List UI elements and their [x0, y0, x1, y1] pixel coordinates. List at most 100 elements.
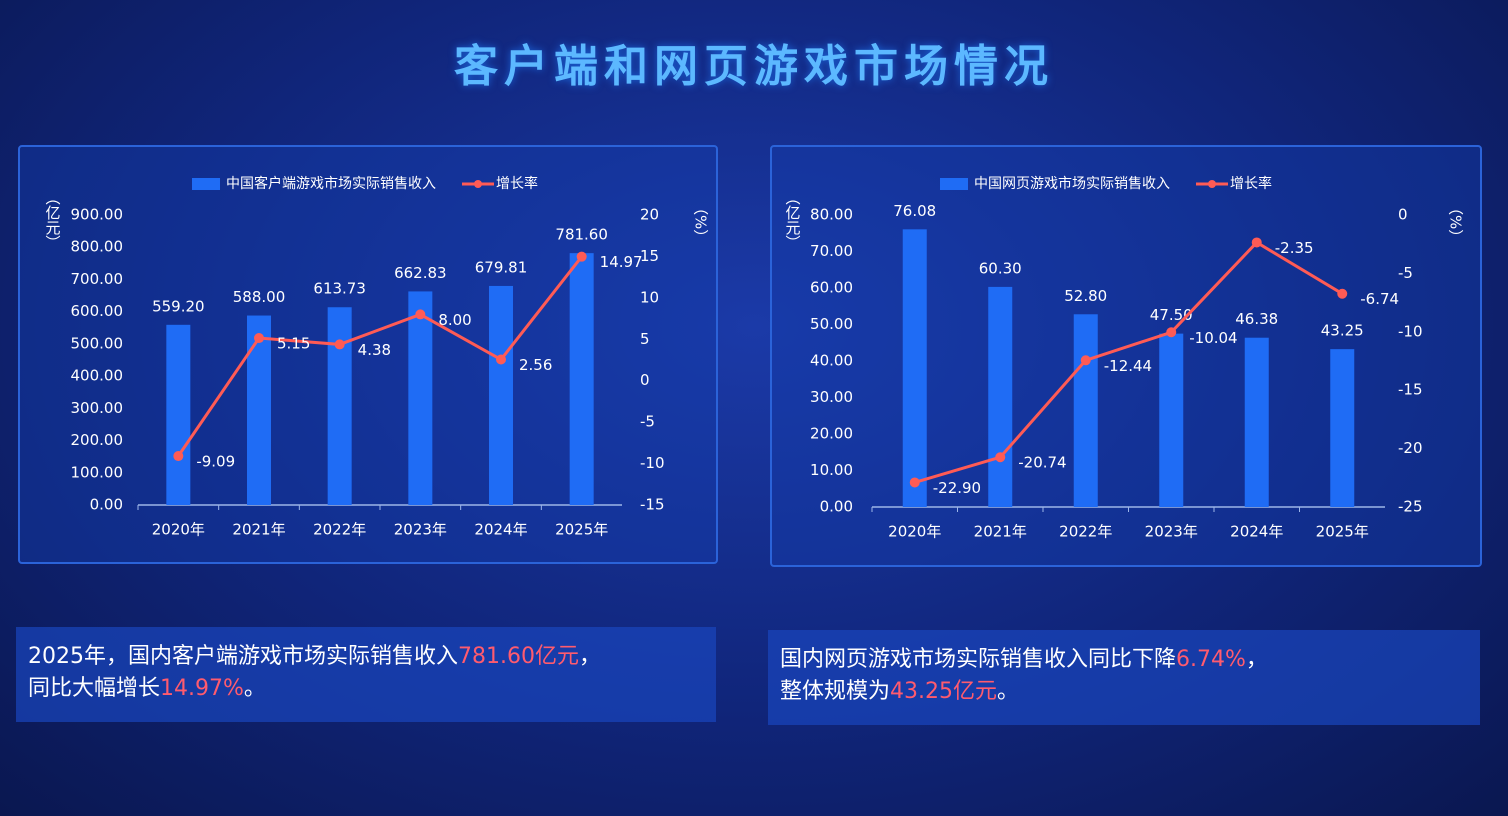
bar-value-label: 781.60 [555, 226, 608, 244]
caption-box: 2025年，国内客户端游戏市场实际销售收入781.60亿元， 同比大幅增长14.… [16, 627, 716, 722]
line [914, 240, 1344, 484]
y-tick-label: 800.00 [71, 238, 124, 256]
caption-text: ， [1245, 647, 1268, 672]
y-tick-label: 80.00 [810, 206, 853, 224]
caption-box: 国内网页游戏市场实际销售收入同比下降6.74%， 整体规模为43.25亿元。 [768, 630, 1480, 725]
y2-tick-label: -15 [640, 496, 665, 514]
caption-text: 6.74% [1176, 647, 1246, 672]
y2-axis-label: （%） [1447, 200, 1465, 244]
y2-tick-label: 0 [640, 371, 650, 389]
bar-value-label: 679.81 [475, 258, 528, 276]
bar [569, 253, 594, 505]
x-tick-label: 2025年 [1316, 523, 1369, 541]
line-point [1080, 355, 1091, 366]
legend-label: 增长率 [496, 175, 538, 192]
x-tick-label: 2024年 [1230, 523, 1283, 541]
y2-tick-label: 10 [640, 288, 659, 306]
line-point [334, 339, 345, 350]
bar-value-label: 46.38 [1235, 310, 1278, 328]
bar-value-label: 662.83 [394, 264, 447, 282]
caption-text: 781.60亿元 [458, 644, 579, 669]
bar [408, 291, 433, 505]
y2-tick-label: -5 [1398, 264, 1413, 282]
y-tick-label: 30.00 [810, 388, 853, 406]
x-tick-label: 2022年 [1059, 523, 1112, 541]
x-tick-label: 2021年 [232, 521, 285, 539]
line-value-label: 14.97 [600, 253, 643, 271]
line-value-label: -10.04 [1189, 329, 1237, 347]
y-tick-label: 300.00 [71, 399, 124, 417]
bar-value-label: 559.20 [152, 297, 205, 315]
bar-value-label: 52.80 [1064, 287, 1107, 305]
line-point [909, 477, 920, 488]
line-point [1251, 237, 1262, 248]
bar-value-label: 76.08 [893, 202, 936, 220]
line-value-label: 2.56 [519, 356, 552, 374]
y2-tick-label: -10 [1398, 322, 1423, 340]
line-point [415, 309, 426, 320]
y2-tick-label: -25 [1398, 498, 1423, 516]
legend-swatch [192, 178, 220, 190]
legend-label: 增长率 [1230, 175, 1272, 192]
bar [988, 286, 1013, 507]
legend-swatch [1208, 180, 1216, 188]
line-value-label: 8.00 [438, 311, 471, 329]
x-tick-label: 2020年 [888, 523, 941, 541]
y-tick-label: 60.00 [810, 279, 853, 297]
bar [1330, 349, 1355, 507]
caption-text: 。 [243, 676, 266, 701]
y-tick-label: 50.00 [810, 315, 853, 333]
caption-line: 2025年，国内客户端游戏市场实际销售收入781.60亿元， [28, 641, 704, 673]
line-value-label: -22.90 [933, 479, 981, 497]
bar-value-label: 43.25 [1321, 322, 1364, 340]
caption-text: ， [578, 644, 601, 669]
bar-value-label: 613.73 [313, 280, 366, 298]
x-tick-label: 2025年 [555, 521, 608, 539]
line-value-label: 4.38 [358, 341, 391, 359]
y-tick-label: 900.00 [71, 206, 124, 224]
line-point [1166, 327, 1177, 338]
bar [247, 315, 271, 505]
caption-text: 。 [997, 679, 1020, 704]
line-value-label: -2.35 [1275, 239, 1314, 257]
x-tick-label: 2021年 [974, 523, 1027, 541]
y-tick-label: 70.00 [810, 242, 853, 260]
y2-tick-label: 15 [640, 247, 659, 265]
y2-tick-label: -5 [640, 413, 655, 431]
legend-swatch [474, 180, 482, 188]
y-tick-label: 20.00 [810, 425, 853, 443]
y2-tick-label: 20 [640, 206, 659, 224]
caption-text: 整体规模为 [780, 679, 891, 704]
caption-text: 同比大幅增长 [28, 676, 161, 701]
y2-tick-label: -10 [640, 454, 665, 472]
y-tick-label: 200.00 [71, 431, 124, 449]
y-tick-label: 400.00 [71, 367, 124, 385]
legend-label: 中国网页游戏市场实际销售收入 [974, 175, 1170, 192]
bar-value-label: 60.30 [979, 259, 1022, 277]
y-tick-label: 0.00 [820, 498, 853, 516]
line-value-label: -6.74 [1360, 290, 1399, 308]
y2-tick-label: 0 [1398, 206, 1408, 224]
y-tick-label: 40.00 [810, 352, 853, 370]
x-tick-label: 2020年 [152, 521, 205, 539]
bar [902, 229, 927, 508]
caption-line: 整体规模为43.25亿元。 [780, 676, 1468, 708]
caption-text: 2025年，国内客户端游戏市场实际销售收入 [28, 644, 458, 669]
chart-panel [18, 145, 718, 564]
line-value-label: -20.74 [1018, 454, 1066, 472]
chart-panel [770, 145, 1482, 567]
bar [327, 307, 352, 505]
y-axis-label: （亿元） [784, 190, 802, 250]
line-point [1337, 288, 1348, 299]
caption-text: 43.25亿元 [890, 679, 997, 704]
caption-text: 国内网页游戏市场实际销售收入同比下降 [780, 647, 1177, 672]
y-tick-label: 10.00 [810, 461, 853, 479]
y-tick-label: 0.00 [90, 496, 123, 514]
caption-text: 14.97% [160, 676, 244, 701]
y2-axis-label: （%） [692, 200, 710, 244]
line-value-label: -12.44 [1104, 357, 1152, 375]
slide-title: 客户端和网页游戏市场情况 [454, 41, 1054, 92]
x-tick-label: 2023年 [1145, 523, 1198, 541]
line-point [576, 251, 587, 262]
